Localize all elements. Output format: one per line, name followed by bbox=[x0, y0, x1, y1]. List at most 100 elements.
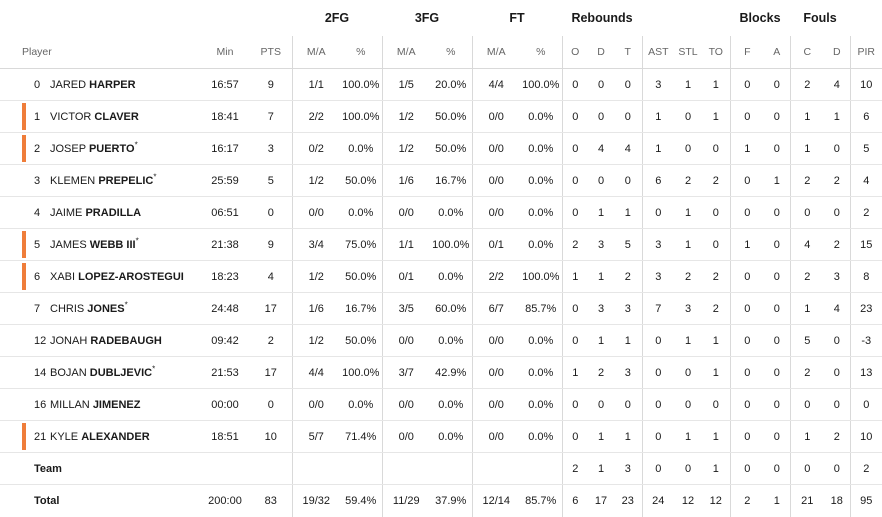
stat-fouls-c: 5 bbox=[789, 324, 825, 357]
stat-fouls-c: 2 bbox=[789, 68, 825, 101]
stat-3fg-pct: 100.0% bbox=[430, 228, 472, 261]
stat-stl: 0 bbox=[674, 100, 703, 133]
stat-pts: 0 bbox=[250, 196, 292, 229]
stat-blk-a: 0 bbox=[764, 196, 791, 229]
stat-reb-o: 0 bbox=[561, 292, 588, 325]
col-player[interactable]: Player bbox=[0, 36, 200, 69]
player-cell[interactable]: 2 JOSEP PUERTO* bbox=[0, 132, 200, 165]
col-3fg-ma[interactable]: M/A bbox=[381, 36, 430, 69]
stat-blk-f: 0 bbox=[729, 68, 765, 101]
player-cell[interactable]: 14 BOJAN DUBLJEVIC* bbox=[0, 356, 200, 389]
col-2fg-pct[interactable]: % bbox=[340, 36, 382, 69]
starter-indicator bbox=[22, 263, 26, 290]
stat-reb-o: 6 bbox=[561, 484, 588, 517]
stat-3fg-ma: 1/2 bbox=[381, 100, 430, 133]
player-cell[interactable]: 12 JONAH RADEBAUGH bbox=[0, 324, 200, 357]
stat-reb-d: 1 bbox=[588, 324, 614, 357]
stat-3fg-pct: 20.0% bbox=[430, 68, 472, 101]
stat-ft-pct: 0.0% bbox=[520, 420, 562, 453]
stat-2fg-ma: 1/6 bbox=[291, 292, 340, 325]
player-cell[interactable]: 1 VICTOR CLAVER bbox=[0, 100, 200, 133]
col-2fg-ma[interactable]: M/A bbox=[291, 36, 340, 69]
stat-ft-pct: 0.0% bbox=[520, 228, 562, 261]
player-last-name: JONES bbox=[87, 302, 125, 315]
stat-stl: 0 bbox=[674, 132, 703, 165]
col-3fg-pct[interactable]: % bbox=[430, 36, 472, 69]
stat-fouls-c: 0 bbox=[789, 196, 825, 229]
player-number: 1 bbox=[34, 110, 41, 123]
stat-reb-t: 3 bbox=[614, 292, 643, 325]
stat-reb-d: 1 bbox=[588, 196, 614, 229]
col-ft-ma[interactable]: M/A bbox=[471, 36, 520, 69]
stat-reb-d: 1 bbox=[588, 420, 614, 453]
player-cell[interactable]: 16 MILLAN JIMENEZ bbox=[0, 388, 200, 421]
col-reb-t[interactable]: T bbox=[614, 36, 643, 69]
stat-3fg-ma: 1/1 bbox=[381, 228, 430, 261]
col-blk-f[interactable]: F bbox=[729, 36, 765, 69]
team-row: Team 2 1 3 0 0 1 0 0 0 0 2 bbox=[0, 452, 882, 485]
stat-reb-t: 0 bbox=[614, 100, 643, 133]
stat-fouls-d: 4 bbox=[824, 292, 851, 325]
stat-reb-o: 0 bbox=[561, 100, 588, 133]
stat-ft-ma: 6/7 bbox=[471, 292, 520, 325]
col-ft-pct[interactable]: % bbox=[520, 36, 562, 69]
player-cell[interactable]: 21 KYLE ALEXANDER bbox=[0, 420, 200, 453]
stat-fouls-d: 18 bbox=[830, 494, 843, 507]
col-ast[interactable]: AST bbox=[641, 36, 675, 69]
team-label: Team bbox=[0, 452, 200, 485]
player-number: 16 bbox=[34, 398, 47, 411]
stat-min: 16:17 bbox=[200, 132, 250, 165]
stat-ft-pct bbox=[520, 452, 562, 485]
player-last-name: JIMENEZ bbox=[92, 398, 141, 411]
player-cell[interactable]: 4 JAIME PRADILLA bbox=[0, 196, 200, 229]
stat-min bbox=[200, 452, 250, 485]
col-reb-d[interactable]: D bbox=[588, 36, 614, 69]
stat-stl: 2 bbox=[674, 260, 703, 293]
stat-reb-o: 2 bbox=[561, 228, 588, 261]
stat-blk-a: 0 bbox=[764, 228, 791, 261]
stat-2fg-pct: 50.0% bbox=[340, 260, 382, 293]
stat-pts: 7 bbox=[250, 100, 292, 133]
col-pts[interactable]: PTS bbox=[250, 36, 292, 69]
stat-blk-f: 0 bbox=[729, 420, 765, 453]
stat-3fg-ma: 1/5 bbox=[381, 68, 430, 101]
player-row: 2 JOSEP PUERTO* 16:17 3 0/2 0.0% 1/2 50.0% 0/0 0.… bbox=[0, 132, 882, 165]
stat-fouls-c: 4 bbox=[789, 228, 825, 261]
stat-pts: 3 bbox=[250, 132, 292, 165]
stat-to: 12 bbox=[709, 494, 722, 507]
player-cell[interactable]: 6 XABI LOPEZ-AROSTEGUI bbox=[0, 260, 200, 293]
col-pir[interactable]: PIR bbox=[849, 36, 882, 69]
player-cell[interactable]: 5 JAMES WEBB III* bbox=[0, 228, 200, 261]
stat-reb-t: 1 bbox=[614, 420, 643, 453]
col-fouls-c[interactable]: C bbox=[789, 36, 825, 69]
stat-blk-f: 0 bbox=[729, 388, 765, 421]
player-cell[interactable]: 7 CHRIS JONES* bbox=[0, 292, 200, 325]
col-fouls-d[interactable]: D bbox=[824, 36, 851, 69]
stat-3fg-pct: 60.0% bbox=[430, 292, 472, 325]
stat-ft-pct: 0.0% bbox=[520, 388, 562, 421]
col-blk-a[interactable]: A bbox=[764, 36, 791, 69]
player-row: 12 JONAH RADEBAUGH 09:42 2 1/2 50.0% 0/0 0.0% 0/… bbox=[0, 324, 882, 357]
stat-blk-f: 2 bbox=[729, 484, 765, 517]
stat-to: 1 bbox=[702, 100, 731, 133]
stat-3fg-pct: 0.0% bbox=[430, 324, 472, 357]
col-reb-o[interactable]: O bbox=[561, 36, 588, 69]
player-cell[interactable]: 3 KLEMEN PREPELIC* bbox=[0, 164, 200, 197]
stat-ft-ma: 0/0 bbox=[471, 324, 520, 357]
stat-reb-t: 3 bbox=[614, 452, 643, 485]
stat-3fg-ma: 11/29 bbox=[381, 484, 430, 517]
stat-pir: 10 bbox=[849, 420, 882, 453]
stat-3fg-pct: 50.0% bbox=[430, 132, 472, 165]
stat-3fg-ma: 0/0 bbox=[381, 324, 430, 357]
col-min[interactable]: Min bbox=[200, 36, 250, 69]
stat-blk-a: 0 bbox=[764, 324, 791, 357]
stat-min: 21:53 bbox=[200, 356, 250, 389]
col-to[interactable]: TO bbox=[702, 36, 731, 69]
player-first-name: JOSEP bbox=[50, 142, 86, 155]
stat-fouls-d: 4 bbox=[824, 68, 851, 101]
stat-fouls-d: 0 bbox=[824, 356, 851, 389]
col-stl[interactable]: STL bbox=[674, 36, 703, 69]
stat-blk-a: 0 bbox=[764, 68, 791, 101]
player-cell[interactable]: 0 JARED HARPER bbox=[0, 68, 200, 101]
stat-3fg-ma: 1/6 bbox=[381, 164, 430, 197]
